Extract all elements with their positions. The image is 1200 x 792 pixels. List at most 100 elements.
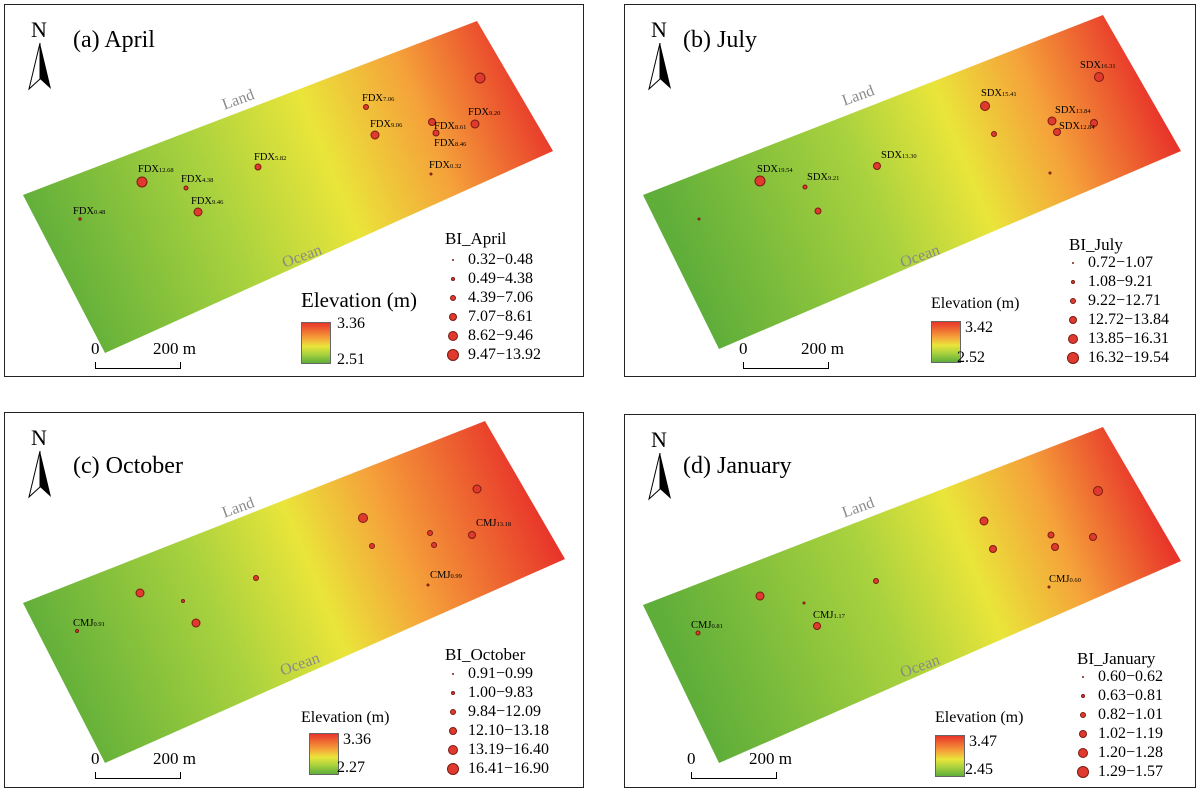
scale-end: 200 m bbox=[749, 749, 792, 768]
site-label: FDX5.82 bbox=[254, 152, 287, 163]
site-label: FDX12.68 bbox=[138, 164, 174, 175]
site-label: CMJ0.60 bbox=[1049, 574, 1081, 585]
elevation-map-april bbox=[23, 21, 553, 353]
scale-bar: 0 200 m bbox=[687, 749, 792, 779]
site-label: FDX8.46 bbox=[434, 138, 467, 149]
map-panel-april: N (a) April Land Ocean FDX0.48 FDX12.68 … bbox=[4, 4, 584, 377]
elevation-map-october bbox=[23, 421, 565, 763]
elevation-min: 2.52 bbox=[957, 349, 985, 366]
study-area-january bbox=[643, 427, 1181, 763]
elevation-max: 3.47 bbox=[969, 733, 997, 750]
site-label: FDX7.06 bbox=[362, 93, 395, 104]
legend-item: 0.91−0.99 bbox=[445, 665, 533, 683]
site-label: SDX19.54 bbox=[757, 164, 793, 175]
site-label: SDX13.84 bbox=[1055, 105, 1091, 116]
map-panel-july: N (b) July Land Ocean SDX19.54 SDX9.21 S… bbox=[624, 4, 1196, 377]
site-label: FDX9.46 bbox=[191, 196, 224, 207]
legend-title: BI_July bbox=[1069, 235, 1123, 254]
legend-item: 12.72−13.84 bbox=[1065, 311, 1169, 329]
map-panel-january: N (d) January Land Ocean CMJ0.81 CMJ1.17… bbox=[624, 414, 1196, 788]
site-label: SDX9.21 bbox=[807, 172, 840, 183]
scale-end: 200 m bbox=[153, 749, 196, 768]
map-panel-october: N (c) October Land Ocean CMJ0.91 CMJ0.99… bbox=[4, 412, 584, 788]
panel-title: (b) July bbox=[683, 27, 757, 53]
legend-item: 0.82−1.01 bbox=[1075, 706, 1163, 724]
elevation-legend-title: Elevation (m) bbox=[301, 288, 418, 312]
elevation-map-january bbox=[643, 427, 1181, 763]
legend-item: 13.19−16.40 bbox=[445, 741, 549, 759]
legend-item: 16.32−19.54 bbox=[1065, 349, 1169, 367]
north-label: N bbox=[31, 425, 47, 450]
site-label: CMJ13.18 bbox=[476, 518, 512, 529]
panel-title: (c) October bbox=[73, 453, 183, 479]
north-arrow: N bbox=[27, 17, 53, 91]
legend-item: 1.08−9.21 bbox=[1065, 273, 1153, 291]
elevation-legend-title: Elevation (m) bbox=[931, 295, 1020, 312]
site-label: FDX0.48 bbox=[73, 206, 106, 217]
legend-item: 0.49−4.38 bbox=[445, 270, 533, 288]
north-label: N bbox=[651, 427, 667, 452]
legend-title: BI_April bbox=[445, 229, 507, 248]
legend-item: 9.84−12.09 bbox=[445, 703, 541, 721]
elevation-max: 3.42 bbox=[965, 319, 993, 336]
elevation-max: 3.36 bbox=[343, 731, 371, 748]
elevation-max: 3.36 bbox=[337, 315, 365, 332]
legend-item: 12.10−13.18 bbox=[445, 722, 549, 740]
legend-item: 7.07−8.61 bbox=[445, 308, 533, 326]
site-label: CMJ0.99 bbox=[430, 570, 462, 581]
site-label: FDX0.32 bbox=[429, 160, 462, 171]
study-area-april bbox=[23, 21, 553, 353]
site-label: CMJ0.81 bbox=[691, 620, 723, 631]
elevation-min: 2.27 bbox=[337, 759, 365, 776]
north-arrow: N bbox=[647, 427, 673, 501]
elevation-color-ramp bbox=[301, 322, 331, 364]
elevation-legend-title: Elevation (m) bbox=[301, 709, 390, 726]
legend-item: 1.20−1.28 bbox=[1075, 744, 1163, 762]
north-label: N bbox=[651, 17, 667, 42]
north-label: N bbox=[31, 17, 47, 42]
legend-item: 16.41−16.90 bbox=[445, 760, 549, 778]
site-label: FDX4.38 bbox=[181, 174, 214, 185]
study-area-july bbox=[643, 15, 1181, 349]
scale-end: 200 m bbox=[153, 339, 196, 358]
scale-bar: 0 200 m bbox=[739, 339, 844, 369]
site-label: SDX13.30 bbox=[881, 150, 917, 161]
legend-item: 1.02−1.19 bbox=[1075, 725, 1163, 743]
legend-item: 9.22−12.71 bbox=[1065, 292, 1161, 310]
north-arrow: N bbox=[647, 17, 673, 91]
site-label: SDX12.84 bbox=[1059, 121, 1095, 132]
legend-item: 13.85−16.31 bbox=[1065, 330, 1169, 348]
panel-title: (d) January bbox=[683, 453, 792, 479]
legend-item: 4.39−7.06 bbox=[445, 289, 533, 307]
elevation-min: 2.45 bbox=[965, 761, 993, 778]
elevation-color-ramp bbox=[931, 321, 961, 363]
site-label: SDX15.41 bbox=[981, 88, 1017, 99]
panel-title: (a) April bbox=[73, 27, 155, 53]
legend-item: 0.32−0.48 bbox=[445, 251, 533, 269]
study-area-october bbox=[23, 421, 565, 763]
scale-start: 0 bbox=[91, 749, 100, 768]
scale-start: 0 bbox=[687, 749, 696, 768]
elevation-min: 2.51 bbox=[337, 351, 365, 368]
site-label: CMJ0.91 bbox=[73, 618, 105, 629]
elevation-color-ramp bbox=[309, 733, 339, 775]
site-label: SDX16.31 bbox=[1080, 60, 1116, 71]
legend-item: 1.00−9.83 bbox=[445, 684, 533, 702]
north-arrow-icon bbox=[648, 43, 671, 91]
elevation-map-july bbox=[643, 15, 1181, 349]
north-arrow: N bbox=[27, 425, 53, 499]
legend-item: 0.60−0.62 bbox=[1075, 668, 1163, 686]
legend-item: 0.63−0.81 bbox=[1075, 687, 1163, 705]
elevation-legend-title: Elevation (m) bbox=[935, 709, 1024, 726]
scale-bar: 0 200 m bbox=[91, 339, 196, 369]
legend-item: 9.47−13.92 bbox=[445, 346, 541, 364]
legend-item: 1.29−1.57 bbox=[1075, 763, 1163, 781]
scale-end: 200 m bbox=[801, 339, 844, 358]
north-arrow-icon bbox=[28, 43, 51, 91]
site-label: FDX9.06 bbox=[370, 119, 403, 130]
elevation-color-ramp bbox=[935, 735, 965, 777]
legend-item: 0.72−1.07 bbox=[1065, 254, 1153, 272]
scale-start: 0 bbox=[91, 339, 100, 358]
north-arrow-icon bbox=[28, 451, 51, 499]
site-label: FDX8.61 bbox=[434, 121, 467, 132]
